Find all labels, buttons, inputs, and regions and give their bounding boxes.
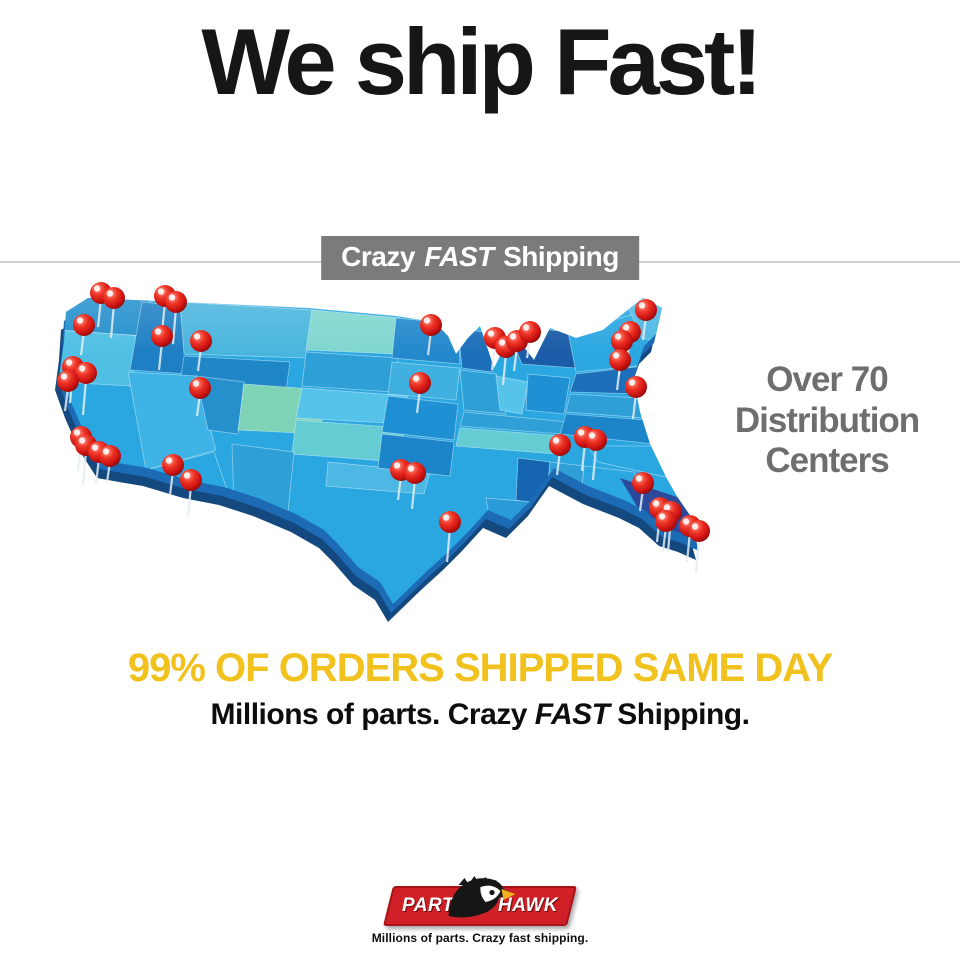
map-pin xyxy=(180,469,202,517)
map-pin xyxy=(439,511,461,563)
map-pin xyxy=(585,429,607,481)
banner-word-shipping: Shipping xyxy=(503,241,619,272)
map-pin xyxy=(57,370,79,412)
distribution-note-line2: Distribution xyxy=(734,400,920,440)
tagline-suffix: Shipping. xyxy=(609,698,750,731)
map-pin xyxy=(190,330,212,372)
map-pin xyxy=(103,287,125,339)
map-pin xyxy=(162,454,184,496)
map-pin xyxy=(420,314,442,356)
map-pin xyxy=(409,372,431,414)
map-pin xyxy=(404,462,426,510)
hawk-icon xyxy=(448,876,516,918)
shipping-banner: Crazy FAST Shipping xyxy=(321,236,639,280)
map-pin xyxy=(655,510,677,552)
map-pin xyxy=(609,349,631,391)
same-day-headline: 99% OF ORDERS SHIPPED SAME DAY xyxy=(127,646,833,690)
map-pin xyxy=(688,520,710,574)
usa-map xyxy=(28,272,720,660)
banner-word-fast: FAST xyxy=(424,241,494,272)
partshawk-logo: PARTS HAWK Millions of parts. Crazy fast… xyxy=(0,876,960,945)
map-pin xyxy=(151,325,173,371)
usa-map-svg xyxy=(55,282,710,622)
map-states xyxy=(60,298,701,604)
map-pin xyxy=(75,362,97,416)
map-pin xyxy=(73,314,95,356)
map-pin xyxy=(625,376,647,420)
distribution-note: Over 70 Distribution Centers xyxy=(708,360,946,482)
distribution-note-line1: Over 70 xyxy=(766,360,888,399)
map-pins xyxy=(57,282,710,574)
map-pin xyxy=(549,434,571,476)
map-pin xyxy=(189,377,211,417)
logo-plate: PARTS HAWK xyxy=(383,876,577,926)
map-pin xyxy=(165,291,187,345)
page-title: We ship Fast! xyxy=(201,9,762,114)
tagline-fast: FAST xyxy=(534,698,610,731)
tagline: Millions of parts. Crazy FAST Shipping. xyxy=(0,698,960,732)
banner-word-crazy: Crazy xyxy=(341,241,415,272)
map-pin xyxy=(635,299,657,341)
map-pin xyxy=(519,321,541,359)
map-pin xyxy=(632,472,654,512)
logo-tagline: Millions of parts. Crazy fast shipping. xyxy=(371,931,589,945)
tagline-prefix: Millions of parts. Crazy xyxy=(210,698,535,731)
map-pin xyxy=(99,445,121,483)
distribution-note-line3: Centers xyxy=(765,441,889,481)
